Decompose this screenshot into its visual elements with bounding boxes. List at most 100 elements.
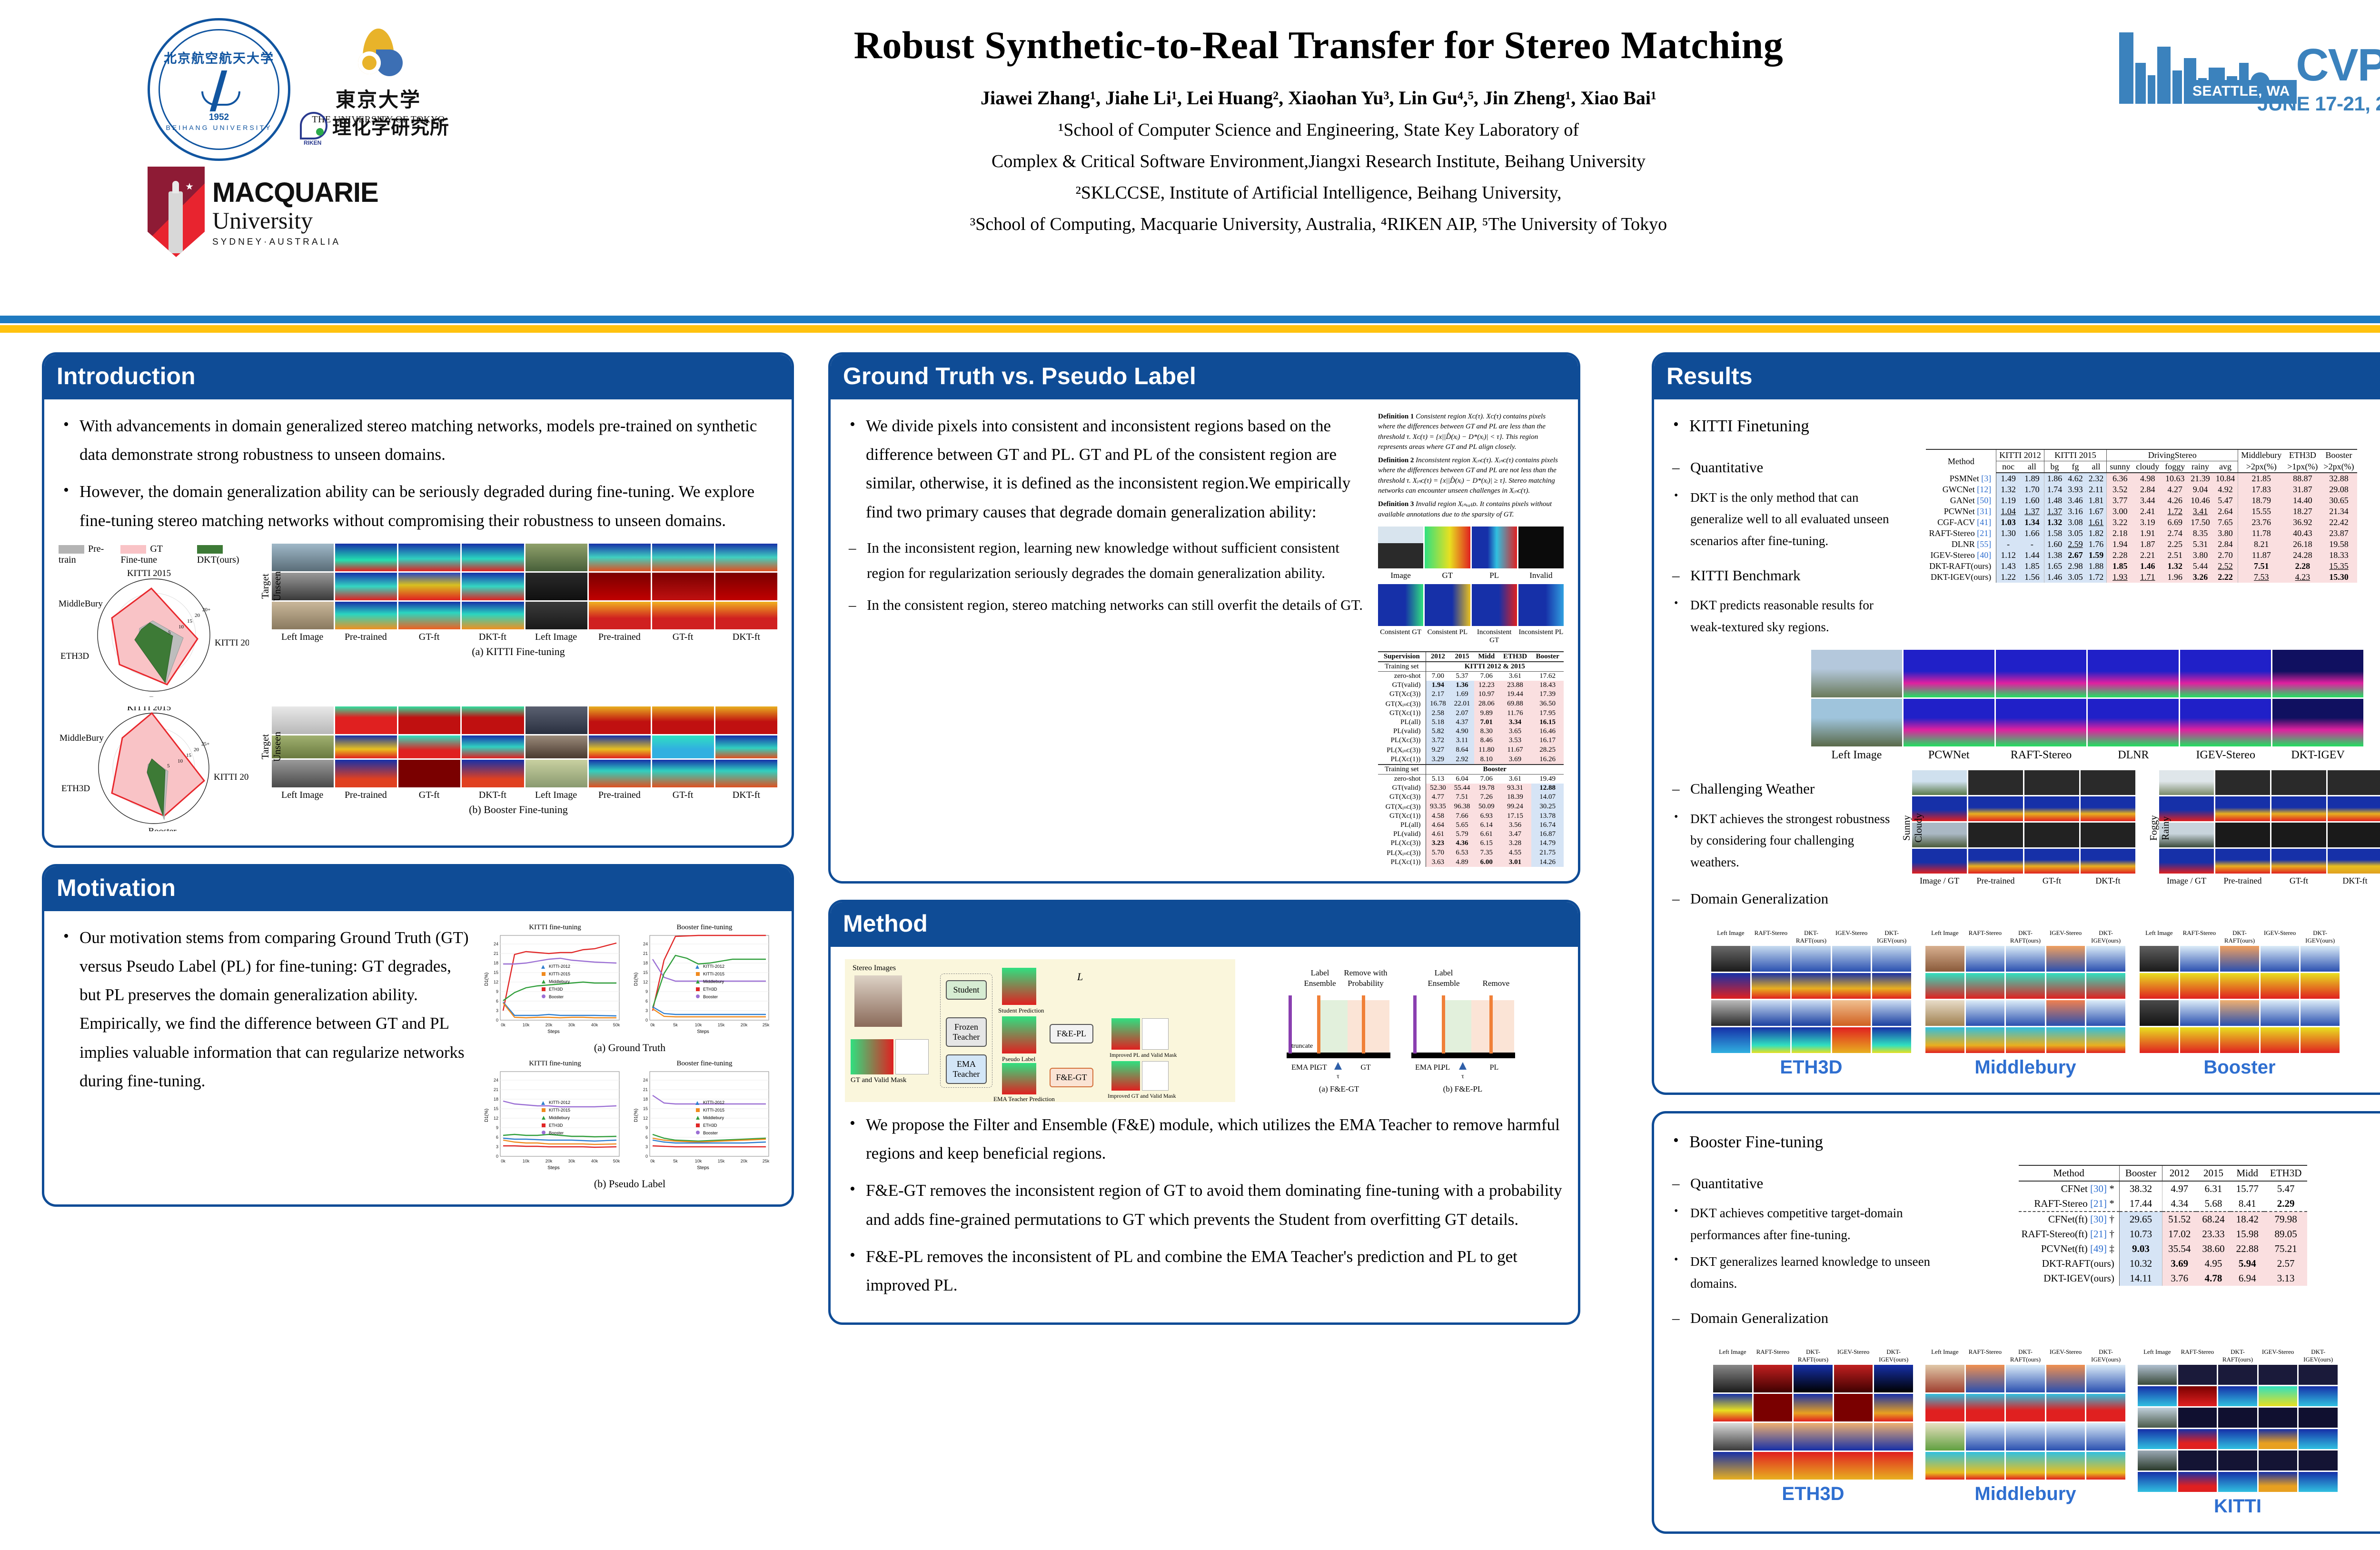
gtpl-cap2-2: Consistent PL [1427,628,1468,636]
table-cell: - [1996,539,2021,550]
table-cell-method: DKT-IGEV(ours) [2018,1271,2120,1286]
table-cell: 18.79 [2238,495,2285,507]
bench-col-2: PCWNet [1928,749,1970,762]
row-label-target-b: Target [259,734,271,760]
table-cell: 1.87 [2133,539,2162,550]
col-header: ETH3D [1498,651,1532,662]
svg-text:KITTI-2015: KITTI-2015 [549,1108,570,1113]
panel-body-gt-vs-pl: We divide pixels into consistent and inc… [831,399,1578,881]
table-cell: 7.65 [2212,517,2239,528]
svg-text:Middlebury: Middlebury [549,1115,570,1120]
intro-col-7: GT-ft [672,631,694,642]
svg-text:10: 10 [178,624,184,630]
dg-col-a1: Left Image [1717,929,1745,936]
svg-text:Ensemble: Ensemble [1304,979,1336,988]
table-cell: 9.89 [1474,708,1499,718]
table-cell: 1.94 [2106,539,2133,550]
table-row: RAFT-Stereo(ft) [21] † 10.73 17.02 23.33 15.… [2018,1226,2308,1242]
table-cell: 3.05 [2065,528,2086,539]
table-cell: 26.18 [2284,539,2321,550]
panel-introduction: Introduction With advancements in domain… [42,352,794,848]
table-cell: 23.76 [2238,517,2285,528]
panel-body-method: Stereo Images GT and Valid Mask Student … [831,947,1578,1322]
table-header-row: Method Booster 2012 2015 Midd ETH3D [2018,1164,2308,1182]
svg-text:20k: 20k [545,1023,553,1027]
panel-header-motivation: Motivation [44,866,792,911]
cvpr-logo: SEATTLE, WA CVPR JUNE 17-21, 2024 [2119,17,2380,127]
table-cell: 1.04 [1996,506,2021,517]
table-cell: 5.65 [1450,820,1474,830]
table-cell: 30.65 [2320,495,2357,507]
table-cell: 1.30 [1996,528,2021,539]
svg-text:9: 9 [496,1125,498,1130]
table-row: PL(Xᵢₙᴄ(3)) 9.27 8.64 11.80 11.67 28.25 [1378,745,1564,755]
results-kitti-sub3: Challenging Weather [1668,776,1892,802]
beihang-emblem-icon [198,70,240,111]
table-cell: 1.56 [2020,572,2044,583]
svg-text:20k: 20k [741,1023,748,1027]
row-label-unseen: Unseen [271,571,283,602]
table-cell: 2.07 [1450,708,1474,718]
weather-row-sunny: Sunny [1901,815,1912,841]
table-cell: 2.11 [2085,484,2107,496]
table-cell: 21.34 [2320,506,2357,517]
svg-text:3: 3 [496,1008,498,1013]
diagram-input-label: Stereo Images [853,964,896,972]
col-subheader: cloudy [2133,461,2162,474]
svg-text:Probability: Probability [1348,979,1384,988]
svg-text:25+: 25+ [201,741,209,747]
table-cell-method: DLNR [55] [1926,539,1997,550]
gtpl-subbullet-2: In the consistent region, stereo matchin… [845,592,1368,618]
svg-text:21: 21 [643,1087,648,1092]
table-row: CFNet(ft) [30] † 29.65 51.52 68.24 18.42 79.9… [2018,1211,2308,1227]
table-cell: 2.84 [2133,484,2162,496]
bdg-col-b1: Left Image [1931,1348,1959,1355]
intro-col-3: GT-ft [418,631,440,642]
table-cell: 2.57 [2264,1256,2308,1271]
table-cell: 16.15 [1531,717,1564,727]
table-cell: 38.32 [2119,1181,2163,1196]
table-cell: 4.37 [1450,717,1474,727]
table-cell: 2.17 [1426,689,1450,699]
table-cell: 1.61 [2085,517,2107,528]
svg-text:12: 12 [643,980,648,984]
table-cell: 32.88 [2320,473,2357,485]
table-cell: 10.73 [2119,1226,2163,1242]
table-cell: 96.38 [1450,801,1474,812]
table-cell: 1.69 [1450,689,1474,699]
kitti-benchmark-figure: Left Image PCWNet RAFT-Stereo DLNR IGEV-… [1811,650,2363,762]
affiliation-1: ¹School of Computer Science and Engineer… [1058,120,1579,140]
results-kitti-sub2: KITTI Benchmark [1668,563,1892,588]
bdg-col-c5: DKT-IGEV(ours) [2303,1348,2333,1363]
table-cell: 23.33 [2196,1226,2231,1242]
beihang-logo: 北京航空航天大学 1952 BEIHANG UNIVERSITY [148,18,290,161]
table-cell: 2.25 [2162,539,2188,550]
table-row: GT(Xᴄ(1)) 4.58 7.66 6.93 17.15 13.78 [1378,811,1564,821]
col-subheader: avg [2212,461,2239,474]
table-cell: 1.85 [2106,561,2133,572]
dg-dataset-middlebury: Middlebury [1974,1056,2076,1078]
table-cell: 6.14 [1474,820,1499,830]
col-group-header: DrivingStereo [2106,449,2239,462]
table-cell: 55.44 [1450,783,1474,793]
table-cell: 1.49 [1996,473,2021,485]
table-cell: 15.55 [2238,506,2285,517]
table-cell: 1.58 [2044,528,2065,539]
intro-col-1: Left Image [281,631,324,642]
col-subheader: all [2020,461,2044,474]
svg-text:6: 6 [645,999,648,1004]
table-cell: 18.39 [1498,792,1532,802]
intro-bullet-1: With advancements in domain generalized … [59,411,777,469]
table-row: PCVNet(ft) [49] ‡ 9.03 35.54 38.60 22.88 75.2… [2018,1241,2308,1256]
svg-text:0: 0 [645,1154,648,1159]
svg-text:(a) F&E-GT: (a) F&E-GT [1319,1084,1359,1093]
row-label-unseen-b: Unseen [271,732,283,762]
table-cell: 3.65 [1498,726,1532,736]
table-cell: 19.44 [1498,689,1532,699]
macquarie-location: SYDNEY·AUSTRALIA [212,237,341,247]
table-cell-method: RAFT-Stereo [21] [1926,528,1997,539]
table-cell-method: CGF-ACV [41] [1926,517,1997,528]
table-cell: 6.15 [1474,838,1499,848]
table-cell: 10.97 [1474,689,1499,699]
col-header: Midd [1474,651,1499,662]
